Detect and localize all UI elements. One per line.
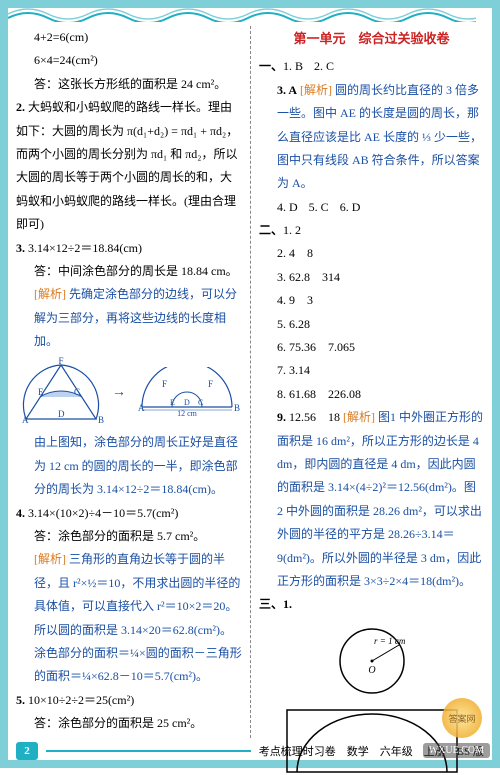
- q3-block: 3. A [解析] 圆的周长约比直径的 3 倍多一些。图中 AE 的长度是圆的周…: [259, 79, 484, 196]
- answer: 6. D: [340, 200, 361, 214]
- q-text: 大蚂蚁和小蚂蚁爬的路线一样长。理由如下：大圆的周长为 π(d₁+d₂) = πd…: [16, 100, 238, 231]
- wavy-top-decoration: [8, 8, 476, 22]
- answer: 12.56 18: [289, 410, 340, 424]
- calc-line: 10×10÷2÷2＝25(cm²): [28, 693, 134, 707]
- section-label: 三、1.: [259, 597, 292, 611]
- answer: 6. 75.36 7.065: [259, 336, 484, 359]
- analysis-label: [解析]: [300, 83, 332, 97]
- answer: 5. C: [309, 200, 329, 214]
- answer-line: 答：中间涂色部分的周长是 18.84 cm。: [16, 260, 242, 283]
- svg-text:E: E: [38, 387, 44, 397]
- q9-block: 9. 12.56 18 [解析] 图1 中外圈正方形的面积是 16 dm²，所以…: [259, 406, 484, 593]
- circle-diagram: r = 1 cm O: [259, 621, 484, 701]
- svg-text:F: F: [162, 379, 167, 389]
- svg-text:C: C: [74, 387, 80, 397]
- page-footer: 2 考点梳理时习卷 数学 六年级 上册 BS 版: [16, 742, 484, 760]
- analysis-label: [解析]: [343, 410, 375, 424]
- answer: 3. A: [277, 83, 297, 97]
- q-number: 5.: [16, 693, 25, 707]
- answer: 8. 61.68 226.08: [259, 383, 484, 406]
- svg-text:E: E: [170, 398, 175, 407]
- svg-text:A: A: [138, 403, 145, 413]
- left-column: 4+2=6(cm) 6×4=24(cm²) 答：这张长方形纸的面积是 24 cm…: [16, 26, 242, 738]
- q456: 4. D 5. C 6. D: [259, 196, 484, 219]
- svg-text:D: D: [58, 409, 65, 419]
- answer: 3. 62.8 314: [259, 266, 484, 289]
- svg-text:F: F: [58, 357, 63, 366]
- right-column: 第一单元 综合过关验收卷 一、1. B 2. C 3. A [解析] 圆的周长约…: [259, 26, 484, 738]
- column-divider: [250, 26, 251, 738]
- section-1: 一、1. B 2. C: [259, 55, 484, 78]
- triangle-left-svg: F A B C D E: [16, 357, 106, 427]
- svg-text:B: B: [98, 415, 104, 425]
- analysis-text: 圆的周长约比直径的 3 倍多一些。图中 AE 的长度是圆的周长，那么直径应该是比…: [277, 83, 482, 191]
- arrow-icon: →: [112, 379, 126, 406]
- svg-text:F: F: [208, 379, 213, 389]
- svg-text:r = 1 cm: r = 1 cm: [374, 636, 406, 646]
- answer-line: 答：这张长方形纸的面积是 24 cm²。: [16, 73, 242, 96]
- watermark: WXUE.COM: [423, 743, 490, 758]
- triangle-diagram: F A B C D E → A B F E D C F 12 cm: [16, 357, 242, 427]
- section-label: 二、: [259, 223, 283, 237]
- svg-text:C: C: [198, 398, 203, 407]
- answer: 2. 4 8: [259, 242, 484, 265]
- page-content: 4+2=6(cm) 6×4=24(cm²) 答：这张长方形纸的面积是 24 cm…: [16, 26, 484, 738]
- calc-line: 3.14×(10×2)÷4－10＝5.7(cm²): [28, 506, 178, 520]
- analysis-text: 三角形的直角边长等于圆的半径，且 r²×½＝10，不用求出圆的半径的具体值，可以…: [34, 552, 242, 683]
- q-number: 9.: [277, 410, 286, 424]
- answer: 2. C: [314, 59, 334, 73]
- q-number: 4.: [16, 506, 25, 520]
- problem-4: 4. 3.14×(10×2)÷4－10＝5.7(cm²): [16, 502, 242, 525]
- section-2: 二、1. 2: [259, 219, 484, 242]
- analysis-block: [解析] 先确定涂色部分的边线，可以分解为三部分，再将这些边线的长度相加。: [16, 283, 242, 353]
- answer-stamp: 答案网: [442, 698, 482, 738]
- calc-line: 4+2=6(cm): [16, 26, 242, 49]
- answer: 7. 3.14: [259, 359, 484, 382]
- answer: 1. B: [283, 59, 303, 73]
- answer: 5. 6.28: [259, 313, 484, 336]
- page-number: 2: [16, 742, 38, 760]
- svg-text:O: O: [368, 665, 375, 676]
- answer: 4. D: [277, 200, 298, 214]
- triangle-right-svg: A B F E D C F 12 cm: [132, 367, 242, 417]
- svg-text:D: D: [184, 398, 190, 407]
- svg-text:B: B: [234, 403, 240, 413]
- answer-line: 答：涂色部分的面积是 5.7 cm²。: [16, 525, 242, 548]
- q-number: 3.: [16, 241, 25, 255]
- section-label: 一、: [259, 59, 283, 73]
- problem-2: 2. 大蚂蚁和小蚂蚁爬的路线一样长。理由如下：大圆的周长为 π(d₁+d₂) =…: [16, 96, 242, 236]
- section-3: 三、1.: [259, 593, 484, 616]
- calc-line: 3.14×12÷2＝18.84(cm): [28, 241, 142, 255]
- problem-5: 5. 10×10÷2÷2＝25(cm²): [16, 689, 242, 712]
- answer-line: 答：涂色部分的面积是 25 cm²。: [16, 712, 242, 735]
- answer: 4. 9 3: [259, 289, 484, 312]
- analysis-label: [解析]: [34, 287, 66, 301]
- problem-3: 3. 3.14×12÷2＝18.84(cm): [16, 237, 242, 260]
- analysis-text: 图1 中外圈正方形的面积是 16 dm²，所以正方形的边长是 4 dm，即内圆的…: [277, 410, 483, 588]
- answer: 1. 2: [283, 223, 301, 237]
- svg-text:A: A: [22, 415, 29, 425]
- analysis-block: [解析] 三角形的直角边长等于圆的半径，且 r²×½＝10，不用求出圆的半径的具…: [16, 548, 242, 688]
- unit-title: 第一单元 综合过关验收卷: [259, 26, 484, 51]
- q-number: 2.: [16, 100, 25, 114]
- footer-separator: [46, 750, 251, 752]
- analysis-text: 由上图知，涂色部分的周长正好是直径为 12 cm 的圆的周长的一半，即涂色部分的…: [16, 431, 242, 501]
- analysis-label: [解析]: [34, 552, 66, 566]
- calc-line: 6×4=24(cm²): [16, 49, 242, 72]
